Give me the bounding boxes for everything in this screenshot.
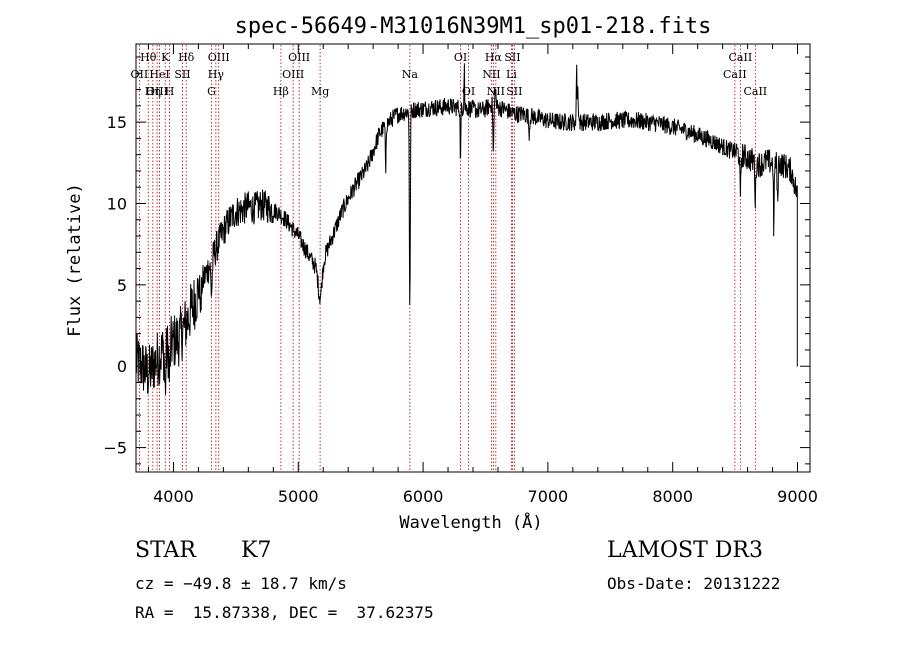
x-tick-label: 8000 xyxy=(652,487,693,506)
line-label: SII xyxy=(504,51,520,64)
line-label: SII xyxy=(506,85,522,98)
line-label: OIII xyxy=(208,51,230,64)
y-axis-ticks: −5 0 5 10 15 xyxy=(103,56,810,465)
line-label: Mg xyxy=(311,85,329,98)
plot-frame xyxy=(135,43,811,473)
x-tick-label: 6000 xyxy=(403,487,444,506)
line-label: OII xyxy=(131,68,149,81)
y-axis-label: Flux (relative) xyxy=(65,183,85,337)
x-tick-label: 5000 xyxy=(278,487,319,506)
line-label: Hθ xyxy=(140,51,157,64)
spectral-line-markers xyxy=(138,45,756,471)
redshift-velocity: cz = −49.8 ± 18.7 km/s xyxy=(135,574,347,593)
y-tick-label: −5 xyxy=(103,439,127,458)
observation-date: Obs-Date: 20131222 xyxy=(607,574,781,593)
line-label: Hη xyxy=(145,85,161,98)
line-label: Li xyxy=(506,68,517,81)
x-tick-label: 4000 xyxy=(153,487,194,506)
line-label: K xyxy=(161,51,170,64)
line-label: H xyxy=(165,85,175,98)
line-label: OIII xyxy=(146,85,168,98)
y-tick-label: 15 xyxy=(107,113,127,132)
line-label: G xyxy=(207,85,216,98)
line-label: NII xyxy=(482,68,500,81)
line-label: CaII xyxy=(723,68,747,81)
chart-title: spec-56649-M31016N39M1_sp01-218.fits xyxy=(235,14,712,39)
survey-name: LAMOST DR3 xyxy=(607,538,763,563)
y-tick-label: 0 xyxy=(117,357,127,376)
line-label: Hγ xyxy=(208,68,225,81)
line-label: Na xyxy=(402,68,419,81)
line-label: Hδ xyxy=(178,51,195,64)
line-label: OIII xyxy=(288,51,310,64)
y-tick-label: 5 xyxy=(117,276,127,295)
line-label: OI xyxy=(454,51,467,64)
sky-coordinates: RA = 15.87338, DEC = 37.62375 xyxy=(135,603,434,622)
object-class: STAR xyxy=(135,538,196,563)
line-label: Hβ xyxy=(273,85,289,98)
x-axis-ticks: 4000 5000 6000 7000 8000 9000 xyxy=(147,44,818,506)
line-label: Hα xyxy=(485,51,503,64)
line-label: SII xyxy=(174,68,190,81)
spectrum-plot: spec-56649-M31016N39M1_sp01-218.fits Hθ O… xyxy=(65,14,818,533)
line-label: CaII xyxy=(729,51,753,64)
x-axis-label: Wavelength (Å) xyxy=(399,511,542,533)
spectrum-line xyxy=(135,63,798,395)
line-label: OIII xyxy=(282,68,304,81)
line-label: HeI xyxy=(149,68,169,81)
spectral-subclass: K7 xyxy=(241,538,272,563)
line-label: CaII xyxy=(743,85,767,98)
x-tick-label: 9000 xyxy=(777,487,818,506)
y-tick-label: 10 xyxy=(107,194,127,213)
x-tick-label: 7000 xyxy=(528,487,569,506)
